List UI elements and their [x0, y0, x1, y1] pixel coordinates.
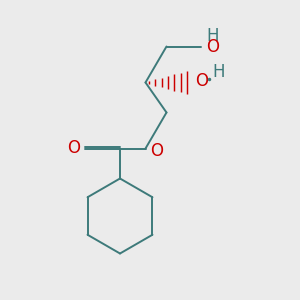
Text: O: O — [67, 139, 80, 157]
Text: O: O — [150, 142, 164, 160]
Text: O: O — [195, 72, 208, 90]
Text: O: O — [206, 38, 219, 56]
Text: H: H — [206, 27, 219, 45]
Text: H: H — [212, 63, 225, 81]
